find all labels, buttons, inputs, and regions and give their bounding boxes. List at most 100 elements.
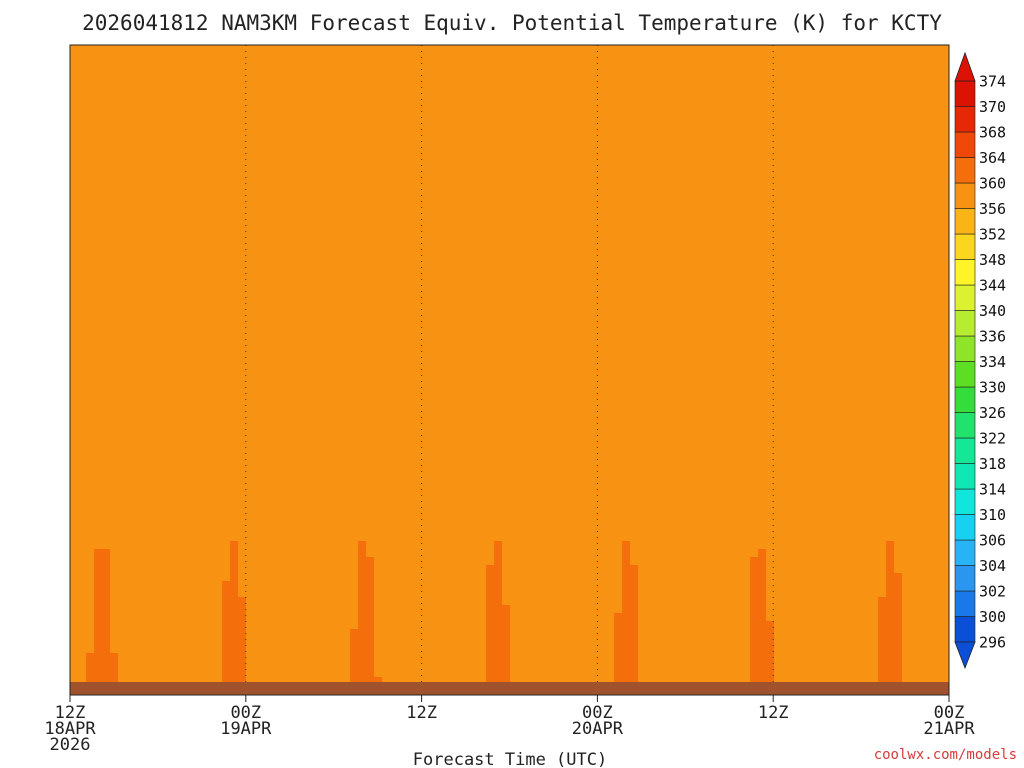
field-cell — [166, 349, 175, 358]
field-cell — [830, 373, 839, 382]
field-cell — [782, 325, 791, 334]
field-cell — [326, 317, 335, 326]
field-cell — [358, 173, 367, 182]
field-cell — [310, 165, 319, 174]
field-cell — [686, 285, 695, 294]
field-cell — [262, 45, 271, 54]
field-cell — [422, 253, 431, 262]
field-cell — [934, 277, 943, 286]
field-cell — [134, 333, 143, 342]
field-cell — [190, 173, 199, 182]
field-cell — [566, 173, 575, 182]
field-cell — [894, 53, 903, 62]
field-cell — [598, 149, 607, 158]
field-cell — [622, 45, 631, 54]
field-cell — [478, 293, 487, 302]
field-cell — [126, 397, 135, 406]
field-cell — [110, 165, 119, 174]
field-cell — [150, 109, 159, 118]
field-cell — [182, 117, 191, 126]
field-cell — [502, 293, 511, 302]
field-cell — [846, 301, 855, 310]
field-cell — [670, 349, 679, 358]
field-cell — [454, 293, 463, 302]
field-cell — [414, 405, 423, 414]
field-cell — [670, 149, 679, 158]
field-cell — [782, 149, 791, 158]
field-cell — [182, 109, 191, 118]
field-cell — [238, 149, 247, 158]
field-cell — [230, 173, 239, 182]
field-cell — [454, 109, 463, 118]
field-cell — [494, 205, 503, 214]
field-cell — [878, 309, 887, 318]
field-cell — [566, 229, 575, 238]
field-cell — [798, 277, 807, 286]
field-cell — [574, 197, 583, 206]
field-cell — [334, 381, 343, 390]
field-cell — [150, 149, 159, 158]
field-cell — [894, 381, 903, 390]
field-cell — [870, 349, 879, 358]
field-cell — [302, 61, 311, 70]
field-cell — [502, 221, 511, 230]
field-cell — [510, 109, 519, 118]
field-cell — [246, 125, 255, 134]
field-cell — [574, 173, 583, 182]
field-cell — [902, 269, 911, 278]
field-cell — [846, 325, 855, 334]
field-cell — [526, 341, 535, 350]
field-cell — [86, 149, 95, 158]
field-cell — [790, 357, 799, 366]
field-cell — [438, 221, 447, 230]
field-cell — [222, 213, 231, 222]
field-cell — [94, 197, 103, 206]
field-cell — [934, 197, 943, 206]
field-cell — [118, 341, 127, 350]
field-cell — [406, 157, 415, 166]
field-cell — [94, 85, 103, 94]
field-cell — [94, 77, 103, 86]
field-cell — [270, 261, 279, 270]
field-cell — [302, 389, 311, 398]
field-cell — [526, 365, 535, 374]
field-cell — [390, 389, 399, 398]
field-cell — [838, 101, 847, 110]
field-cell — [118, 293, 127, 302]
field-cell — [358, 69, 367, 78]
field-cell — [206, 245, 215, 254]
field-cell — [302, 237, 311, 246]
field-cell — [78, 229, 87, 238]
field-cell — [422, 93, 431, 102]
field-cell — [510, 197, 519, 206]
field-cell — [814, 61, 823, 70]
field-cell — [646, 133, 655, 142]
field-cell — [174, 229, 183, 238]
field-cell — [358, 325, 367, 334]
field-cell — [638, 181, 647, 190]
field-cell — [366, 333, 375, 342]
field-cell — [830, 133, 839, 142]
field-cell — [646, 229, 655, 238]
field-cell — [798, 181, 807, 190]
field-cell — [702, 61, 711, 70]
field-cell — [862, 277, 871, 286]
field-cell — [894, 197, 903, 206]
field-cell — [142, 285, 151, 294]
field-cell — [614, 61, 623, 70]
field-cell — [374, 405, 383, 414]
field-cell — [694, 317, 703, 326]
field-cell — [190, 293, 199, 302]
field-cell — [518, 389, 527, 398]
field-cell — [702, 157, 711, 166]
field-cell — [198, 149, 207, 158]
field-cell — [846, 341, 855, 350]
field-cell — [710, 309, 719, 318]
field-cell — [486, 213, 495, 222]
field-cell — [550, 141, 559, 150]
field-cell — [590, 245, 599, 254]
field-cell — [182, 325, 191, 334]
field-cell — [430, 101, 439, 110]
field-cell — [758, 173, 767, 182]
field-cell — [862, 317, 871, 326]
